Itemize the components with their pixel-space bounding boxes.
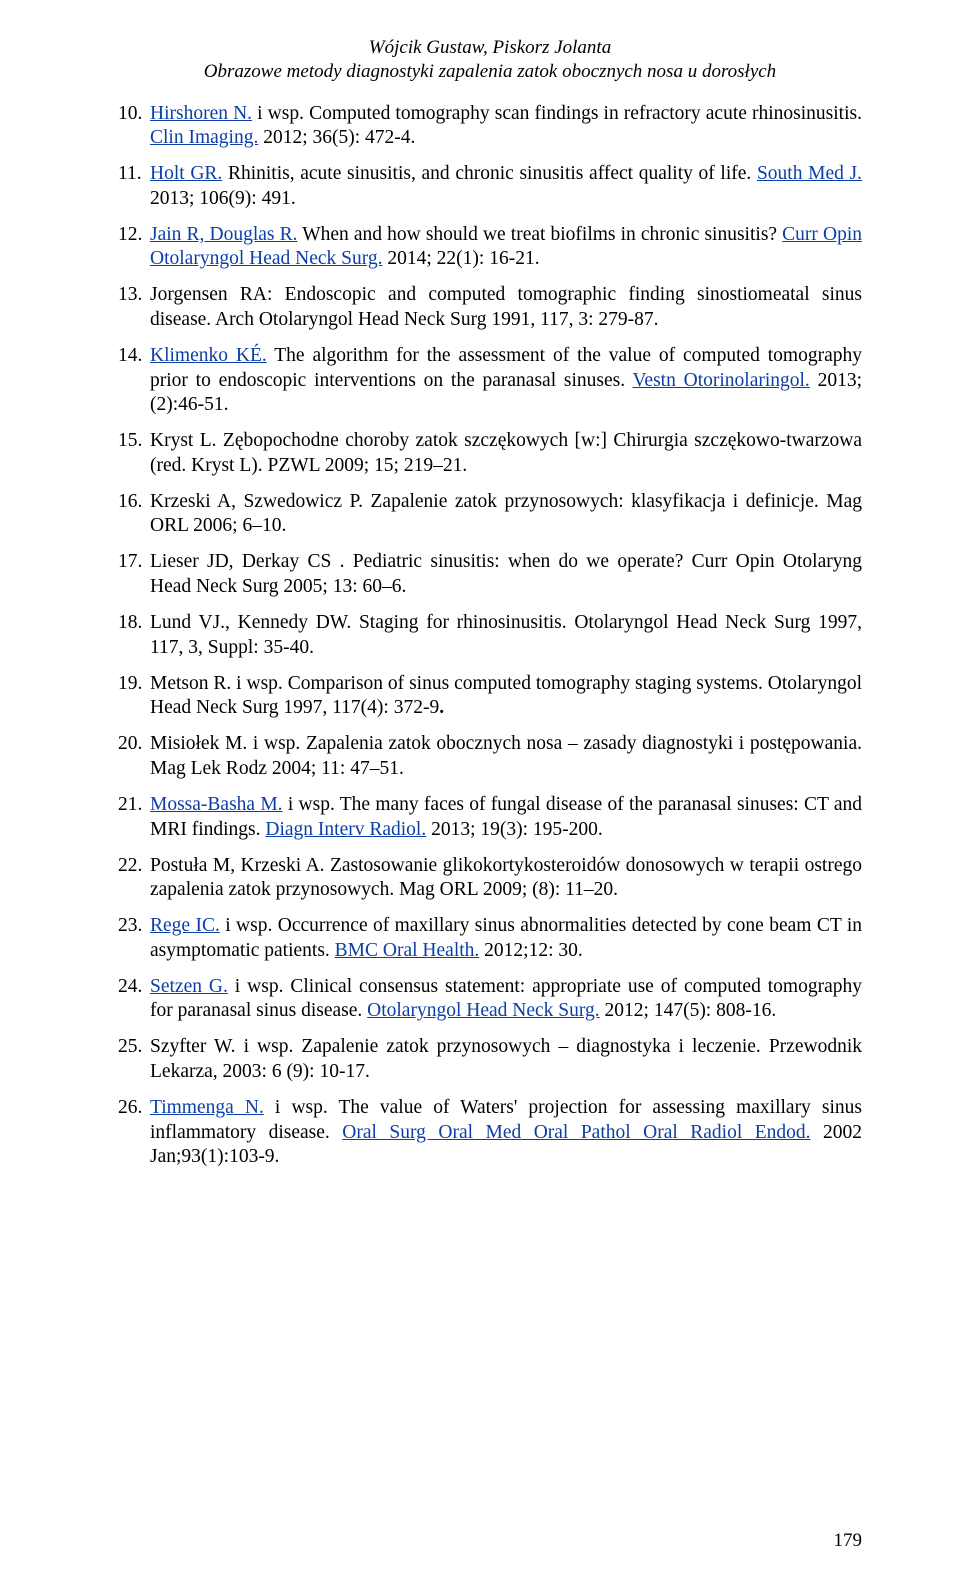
reference-item: Klimenko KÉ. The algorithm for the asses…: [118, 344, 862, 418]
reference-item: Kryst L. Zębopochodne choroby zatok szcz…: [118, 429, 862, 478]
ref-author-link[interactable]: Rege IC.: [150, 915, 220, 936]
ref-text: Postuła M, Krzeski A. Zastosowanie gliko…: [150, 855, 862, 901]
ref-text: 2012; 36(5): 472-4.: [258, 127, 415, 148]
ref-author-link[interactable]: Klimenko KÉ.: [150, 345, 267, 366]
reference-item: Jorgensen RA: Endoscopic and computed to…: [118, 283, 862, 332]
reference-item: Metson R. i wsp. Comparison of sinus com…: [118, 672, 862, 721]
ref-text: Szyfter W. i wsp. Zapalenie zatok przyno…: [150, 1036, 862, 1082]
ref-author-link[interactable]: Setzen G.: [150, 976, 228, 997]
reference-list: Hirshoren N. i wsp. Computed tomography …: [118, 102, 862, 1170]
reference-item: Mossa-Basha M. i wsp. The many faces of …: [118, 793, 862, 842]
ref-journal-link[interactable]: Diagn Interv Radiol.: [265, 819, 426, 840]
running-head: Wójcik Gustaw, Piskorz Jolanta Obrazowe …: [118, 36, 862, 84]
reference-item: Misiołek M. i wsp. Zapalenia zatok obocz…: [118, 732, 862, 781]
running-head-authors: Wójcik Gustaw, Piskorz Jolanta: [369, 37, 611, 58]
running-head-title: Obrazowe metody diagnostyki zapalenia za…: [204, 61, 776, 82]
ref-journal-link[interactable]: South Med J.: [757, 163, 862, 184]
ref-text: Jorgensen RA: Endoscopic and computed to…: [150, 284, 862, 330]
reference-item: Setzen G. i wsp. Clinical consensus stat…: [118, 975, 862, 1024]
ref-text: Rhinitis, acute sinusitis, and chronic s…: [222, 163, 757, 184]
ref-text: i wsp. Computed tomography scan findings…: [252, 103, 862, 124]
reference-item: Szyfter W. i wsp. Zapalenie zatok przyno…: [118, 1035, 862, 1084]
ref-text: 2014; 22(1): 16-21.: [383, 248, 540, 269]
reference-item: Lieser JD, Derkay CS . Pediatric sinusit…: [118, 550, 862, 599]
ref-journal-link[interactable]: Clin Imaging.: [150, 127, 258, 148]
ref-journal-link[interactable]: Oral Surg Oral Med Oral Pathol Oral Radi…: [342, 1122, 810, 1143]
reference-item: Lund VJ., Kennedy DW. Staging for rhinos…: [118, 611, 862, 660]
ref-author-link[interactable]: Holt GR.: [150, 163, 222, 184]
ref-text: Krzeski A, Szwedowicz P. Zapalenie zatok…: [150, 491, 862, 537]
page-number: 179: [834, 1530, 863, 1552]
ref-text: 2012;12: 30.: [479, 940, 582, 961]
reference-item: Postuła M, Krzeski A. Zastosowanie gliko…: [118, 854, 862, 903]
page: Wójcik Gustaw, Piskorz Jolanta Obrazowe …: [0, 0, 960, 1584]
ref-bold-period: .: [439, 697, 444, 718]
ref-author-link[interactable]: Timmenga N.: [150, 1097, 264, 1118]
reference-item: Timmenga N. i wsp. The value of Waters' …: [118, 1096, 862, 1170]
ref-text: Lund VJ., Kennedy DW. Staging for rhinos…: [150, 612, 862, 658]
ref-author-link[interactable]: Jain R, Douglas R.: [150, 224, 297, 245]
reference-item: Jain R, Douglas R. When and how should w…: [118, 223, 862, 272]
reference-item: Holt GR. Rhinitis, acute sinusitis, and …: [118, 162, 862, 211]
ref-journal-link[interactable]: Otolaryngol Head Neck Surg.: [367, 1000, 600, 1021]
reference-item: Rege IC. i wsp. Occurrence of maxillary …: [118, 914, 862, 963]
ref-text: 2013; 19(3): 195-200.: [426, 819, 603, 840]
ref-text: 2012; 147(5): 808-16.: [600, 1000, 777, 1021]
ref-text: Lieser JD, Derkay CS . Pediatric sinusit…: [150, 551, 862, 597]
ref-journal-link[interactable]: BMC Oral Health.: [335, 940, 480, 961]
ref-text: Metson R. i wsp. Comparison of sinus com…: [150, 673, 862, 719]
reference-item: Hirshoren N. i wsp. Computed tomography …: [118, 102, 862, 151]
ref-journal-link[interactable]: Vestn Otorinolaringol.: [633, 370, 810, 391]
ref-author-link[interactable]: Mossa-Basha M.: [150, 794, 283, 815]
ref-text: Kryst L. Zębopochodne choroby zatok szcz…: [150, 430, 862, 476]
ref-text: When and how should we treat biofilms in…: [297, 224, 782, 245]
reference-item: Krzeski A, Szwedowicz P. Zapalenie zatok…: [118, 490, 862, 539]
ref-author-link[interactable]: Hirshoren N.: [150, 103, 252, 124]
ref-text: 2013; 106(9): 491.: [150, 188, 296, 209]
ref-text: Misiołek M. i wsp. Zapalenia zatok obocz…: [150, 733, 862, 779]
